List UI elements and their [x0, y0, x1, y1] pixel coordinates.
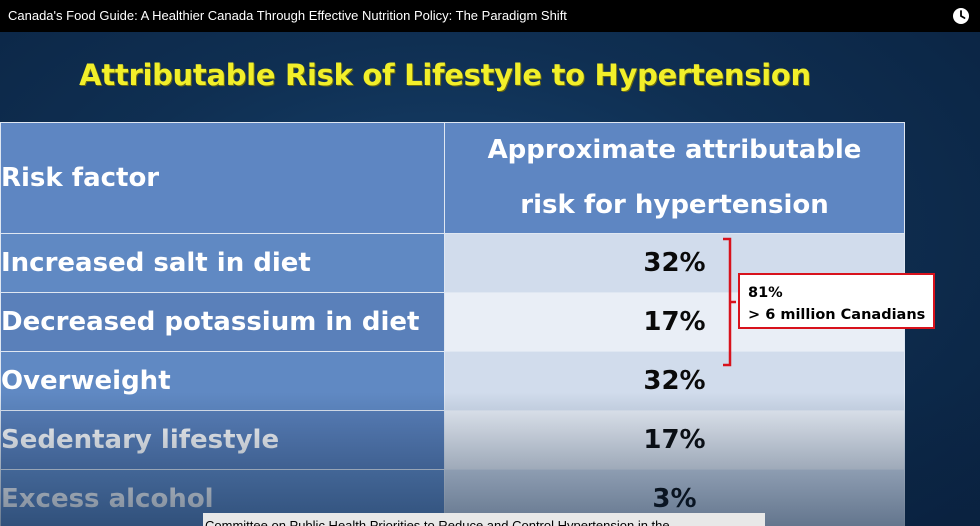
callout-percentage: 81% [748, 285, 783, 301]
presentation-slide: Attributable Risk of Lifestyle to Hypert… [0, 32, 980, 526]
slide-title: Attributable Risk of Lifestyle to Hypert… [79, 58, 811, 92]
video-title-bar: Canada's Food Guide: A Healthier Canada … [0, 0, 980, 32]
clock-icon[interactable] [952, 7, 970, 25]
bracket-icon [723, 237, 736, 367]
table-row: Sedentary lifestyle 17% [0, 410, 905, 470]
risk-value-cell: 17% [444, 410, 905, 470]
risk-value-cell: 32% [444, 351, 905, 411]
callout-population: > 6 million Canadians [748, 307, 926, 323]
header-risk-factor: Risk factor [0, 122, 445, 234]
table-row: Increased salt in diet 32% [0, 233, 905, 293]
summary-callout: 81% > 6 million Canadians [738, 273, 935, 329]
risk-factor-cell: Increased salt in diet [0, 233, 445, 293]
header-risk-line2: risk for hypertension [520, 190, 829, 220]
table-row: Overweight 32% [0, 351, 905, 411]
header-risk-line1: Approximate attributable [487, 135, 862, 165]
risk-value-cell: 32% [444, 233, 905, 293]
risk-factor-cell: Decreased potassium in diet [0, 292, 445, 352]
header-attributable-risk: Approximate attributable risk for hypert… [444, 122, 905, 234]
table-header-row: Risk factor Approximate attributable ris… [0, 122, 905, 234]
risk-factor-cell: Sedentary lifestyle [0, 410, 445, 470]
risk-factor-cell: Overweight [0, 351, 445, 411]
slide-footnote: Committee on Public Health Priorities to… [203, 513, 765, 526]
video-title[interactable]: Canada's Food Guide: A Healthier Canada … [8, 8, 567, 23]
